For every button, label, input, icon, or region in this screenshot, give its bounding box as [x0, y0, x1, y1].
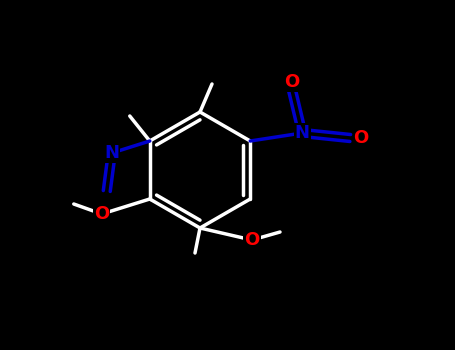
- Text: O: O: [244, 231, 260, 249]
- Text: O: O: [285, 73, 300, 91]
- Text: O: O: [94, 205, 109, 223]
- Text: N: N: [104, 144, 119, 162]
- Text: O: O: [354, 129, 369, 147]
- Text: N: N: [295, 124, 310, 142]
